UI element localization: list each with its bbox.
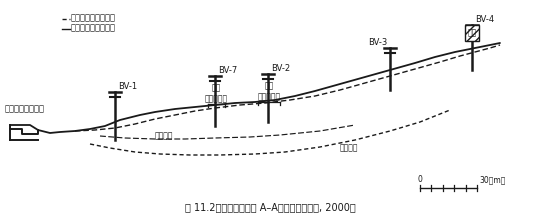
Text: 地下水位: 地下水位: [155, 131, 173, 140]
Text: 点線：すべり前地形: 点線：すべり前地形: [71, 13, 116, 22]
Text: 社会福祉センター: 社会福祉センター: [5, 104, 45, 113]
Text: すべり面: すべり面: [340, 143, 359, 152]
Text: 30（m）: 30（m）: [479, 175, 505, 184]
Text: 実線：すべり後地形: 実線：すべり後地形: [71, 23, 116, 32]
Text: 村道
（移動後）: 村道 （移動後）: [205, 84, 228, 103]
Text: 家屋: 家屋: [468, 29, 477, 37]
Text: BV-1: BV-1: [118, 82, 137, 91]
Text: 村道
（移動前）: 村道 （移動前）: [258, 82, 281, 101]
Text: BV-7: BV-7: [218, 66, 237, 75]
Bar: [465, 25, 479, 41]
Text: BV-4: BV-4: [475, 15, 494, 24]
Text: BV-3: BV-3: [368, 38, 387, 47]
Text: 図 11.2　仲順地すべり A–A断面図（宜保ら, 2000）: 図 11.2 仲順地すべり A–A断面図（宜保ら, 2000）: [185, 202, 355, 212]
Text: 0: 0: [417, 175, 422, 184]
Text: BV-2: BV-2: [271, 64, 290, 73]
